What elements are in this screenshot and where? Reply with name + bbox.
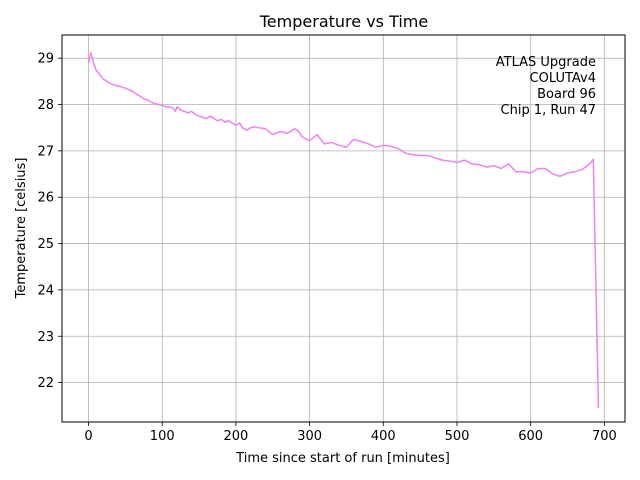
x-tick-label: 300 bbox=[297, 429, 322, 444]
x-tick-label: 400 bbox=[371, 429, 396, 444]
annotation-line: ATLAS Upgrade bbox=[496, 55, 596, 70]
x-axis-ticks: 0 100 200 300 400 500 600 700 bbox=[84, 422, 617, 444]
y-axis-ticks: 22 23 24 25 26 27 28 29 bbox=[37, 52, 62, 391]
x-tick-label: 500 bbox=[445, 429, 470, 444]
x-tick-label: 200 bbox=[223, 429, 248, 444]
y-tick-label: 23 bbox=[37, 330, 54, 345]
x-axis-label: Time since start of run [minutes] bbox=[235, 451, 450, 466]
y-tick-label: 24 bbox=[37, 283, 54, 298]
series-line-group bbox=[87, 51, 600, 409]
plot-frame bbox=[61, 34, 626, 423]
y-tick-label: 27 bbox=[37, 144, 54, 159]
y-axis-label: Temperature [celsius] bbox=[14, 158, 29, 300]
temperature-series-line bbox=[87, 51, 600, 409]
y-tick-label: 22 bbox=[37, 376, 54, 391]
chart-title: Temperature vs Time bbox=[259, 12, 428, 31]
y-tick-label: 25 bbox=[37, 237, 54, 252]
grid bbox=[62, 35, 625, 422]
annotation-line: COLUTAv4 bbox=[530, 71, 596, 86]
x-tick-label: 600 bbox=[518, 429, 543, 444]
x-tick-label: 100 bbox=[150, 429, 175, 444]
x-tick-label: 700 bbox=[592, 429, 617, 444]
annotation-line: Chip 1, Run 47 bbox=[501, 103, 596, 118]
annotation-line: Board 96 bbox=[537, 87, 596, 102]
y-tick-label: 28 bbox=[37, 98, 54, 113]
x-tick-label: 0 bbox=[84, 429, 92, 444]
y-tick-label: 29 bbox=[37, 52, 54, 67]
y-tick-label: 26 bbox=[37, 191, 54, 206]
